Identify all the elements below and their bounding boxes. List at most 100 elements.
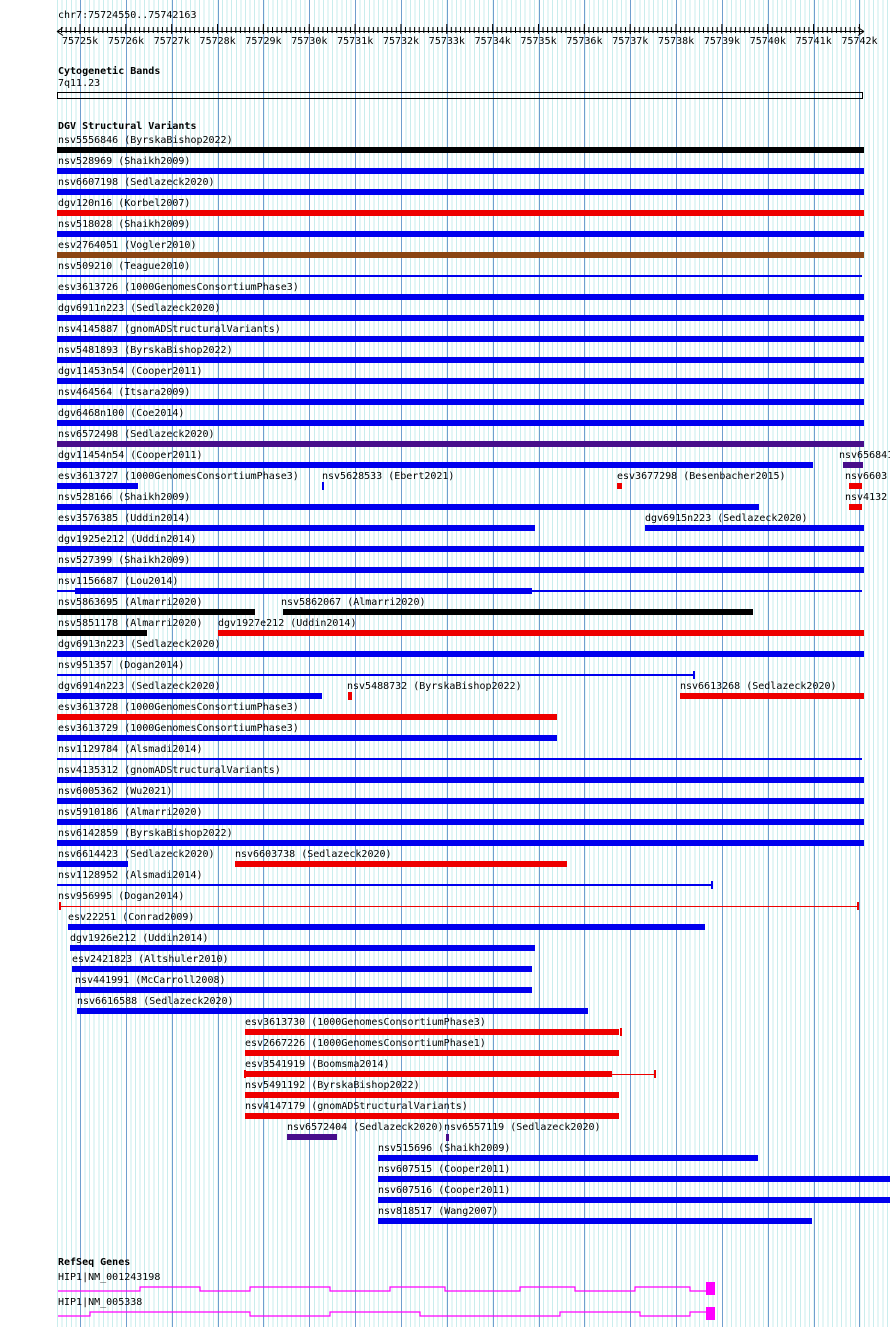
variant-label[interactable]: nsv6557119 (Sedlazeck2020) (444, 1122, 601, 1133)
variant-label[interactable]: nsv5491192 (ByrskaBishop2022) (245, 1080, 420, 1091)
variant-bar[interactable] (245, 1029, 619, 1035)
variant-label[interactable]: esv3541919 (Boomsma2014) (245, 1059, 390, 1070)
variant-label[interactable]: dgv6468n100 (Coe2014) (58, 408, 185, 419)
variant-label[interactable]: nsv6613268 (Sedlazeck2020) (680, 681, 837, 692)
variant-point[interactable] (693, 671, 695, 679)
variant-label[interactable]: dgv1925e212 (Uddin2014) (58, 534, 197, 545)
variant-label[interactable]: nsv509210 (Teague2010) (58, 261, 191, 272)
variant-bar[interactable] (57, 399, 864, 405)
variant-bar[interactable] (235, 861, 567, 867)
variant-point[interactable] (446, 1134, 449, 1141)
variant-bar[interactable] (75, 987, 532, 993)
variant-bar[interactable] (57, 819, 864, 825)
variant-bar[interactable] (72, 966, 532, 972)
variant-label[interactable]: nsv1156687 (Lou2014) (58, 576, 179, 587)
variant-label[interactable]: dgv1927e212 (Uddin2014) (218, 618, 357, 629)
variant-bar[interactable] (245, 1092, 619, 1098)
variant-label[interactable]: nsv528166 (Shaikh2009) (58, 492, 191, 503)
variant-label[interactable]: dgv11453n54 (Cooper2011) (58, 366, 203, 377)
variant-bar[interactable] (57, 546, 864, 552)
variant-bar[interactable] (57, 609, 255, 615)
variant-label[interactable]: nsv607516 (Cooper2011) (378, 1185, 511, 1196)
variant-label[interactable]: nsv6603738 (Sedlazeck2020) (235, 849, 392, 860)
variant-bar[interactable] (57, 651, 864, 657)
variant-label[interactable]: nsv5851178 (Almarri2020) (58, 618, 203, 629)
variant-label[interactable]: nsv515696 (Shaikh2009) (378, 1143, 511, 1154)
variant-label[interactable]: esv3613727 (1000GenomesConsortiumPhase3) (58, 471, 299, 482)
variant-label[interactable]: dgv6915n223 (Sedlazeck2020) (645, 513, 808, 524)
variant-label[interactable]: nsv4132 (845, 492, 888, 503)
variant-bar[interactable] (57, 252, 864, 258)
variant-bar[interactable] (57, 378, 864, 384)
variant-point[interactable] (711, 881, 713, 889)
variant-bar[interactable] (849, 483, 862, 489)
variant-bar[interactable] (70, 945, 535, 951)
variant-bar[interactable] (218, 630, 864, 636)
variant-label[interactable]: nsv607515 (Cooper2011) (378, 1164, 511, 1175)
variant-label[interactable]: dgv120n16 (Korbel2007) (58, 198, 191, 209)
variant-label[interactable]: nsv441991 (McCarroll2008) (75, 975, 226, 986)
variant-label[interactable]: nsv5863695 (Almarri2020) (58, 597, 203, 608)
variant-bar[interactable] (57, 630, 147, 636)
variant-bar[interactable] (57, 336, 864, 342)
variant-bar[interactable] (57, 294, 864, 300)
variant-label[interactable]: nsv4147179 (gnomADStructuralVariants) (245, 1101, 468, 1112)
variant-point[interactable] (617, 483, 622, 489)
variant-bar[interactable] (378, 1218, 812, 1224)
variant-label[interactable]: nsv956995 (Dogan2014) (58, 891, 185, 902)
variant-label[interactable]: nsv6616588 (Sedlazeck2020) (77, 996, 234, 1007)
variant-line[interactable] (612, 1074, 655, 1075)
variant-label[interactable]: esv3613729 (1000GenomesConsortiumPhase3) (58, 723, 299, 734)
variant-label[interactable]: nsv5862067 (Almarri2020) (281, 597, 426, 608)
variant-bar[interactable] (75, 588, 532, 594)
variant-bar[interactable] (57, 315, 864, 321)
variant-bar[interactable] (57, 357, 864, 363)
variant-bar[interactable] (849, 504, 862, 510)
variant-line[interactable] (57, 674, 694, 676)
variant-label[interactable]: nsv5556846 (ByrskaBishop2022) (58, 135, 233, 146)
variant-bar[interactable] (57, 504, 759, 510)
variant-label[interactable]: esv2421823 (Altshuler2010) (72, 954, 229, 965)
variant-bar[interactable] (57, 147, 864, 153)
variant-label[interactable]: nsv6572498 (Sedlazeck2020) (58, 429, 215, 440)
variant-label[interactable]: nsv6142859 (ByrskaBishop2022) (58, 828, 233, 839)
variant-bar[interactable] (245, 1113, 619, 1119)
variant-label[interactable]: nsv4135312 (gnomADStructuralVariants) (58, 765, 281, 776)
variant-line[interactable] (57, 275, 862, 277)
variant-bar[interactable] (57, 567, 864, 573)
variant-point[interactable] (857, 902, 859, 910)
variant-label[interactable]: dgv1926e212 (Uddin2014) (70, 933, 209, 944)
variant-bar[interactable] (645, 525, 864, 531)
variant-bar[interactable] (77, 1008, 588, 1014)
variant-bar[interactable] (245, 1071, 612, 1077)
variant-label[interactable]: nsv5488732 (ByrskaBishop2022) (347, 681, 522, 692)
variant-bar[interactable] (287, 1134, 337, 1140)
variant-line[interactable] (60, 906, 858, 907)
variant-label[interactable]: nsv528969 (Shaikh2009) (58, 156, 191, 167)
cytoband-label[interactable]: 7q11.23 (58, 78, 101, 89)
variant-label[interactable]: nsv518028 (Shaikh2009) (58, 219, 191, 230)
variant-line[interactable] (57, 884, 712, 886)
cytoband-box[interactable] (57, 92, 863, 99)
variant-label[interactable]: nsv1129784 (Alsmadi2014) (58, 744, 203, 755)
variant-label[interactable]: esv3613726 (1000GenomesConsortiumPhase3) (58, 282, 299, 293)
variant-bar[interactable] (57, 462, 813, 468)
variant-point[interactable] (620, 1028, 622, 1036)
variant-bar[interactable] (680, 693, 864, 699)
variant-bar[interactable] (378, 1155, 758, 1161)
variant-label[interactable]: nsv6607198 (Sedlazeck2020) (58, 177, 215, 188)
variant-label[interactable]: esv3576385 (Uddin2014) (58, 513, 191, 524)
variant-bar[interactable] (57, 798, 864, 804)
variant-label[interactable]: nsv5910186 (Almarri2020) (58, 807, 203, 818)
variant-label[interactable]: nsv6614423 (Sedlazeck2020) (58, 849, 215, 860)
variant-bar[interactable] (378, 1176, 890, 1182)
variant-label[interactable]: nsv4145887 (gnomADStructuralVariants) (58, 324, 281, 335)
variant-bar[interactable] (57, 861, 128, 867)
variant-point[interactable] (654, 1070, 656, 1078)
variant-bar[interactable] (57, 210, 864, 216)
variant-bar[interactable] (283, 609, 753, 615)
variant-point[interactable] (348, 692, 352, 700)
variant-label[interactable]: esv3613728 (1000GenomesConsortiumPhase3) (58, 702, 299, 713)
variant-bar[interactable] (57, 168, 864, 174)
variant-label[interactable]: nsv527399 (Shaikh2009) (58, 555, 191, 566)
